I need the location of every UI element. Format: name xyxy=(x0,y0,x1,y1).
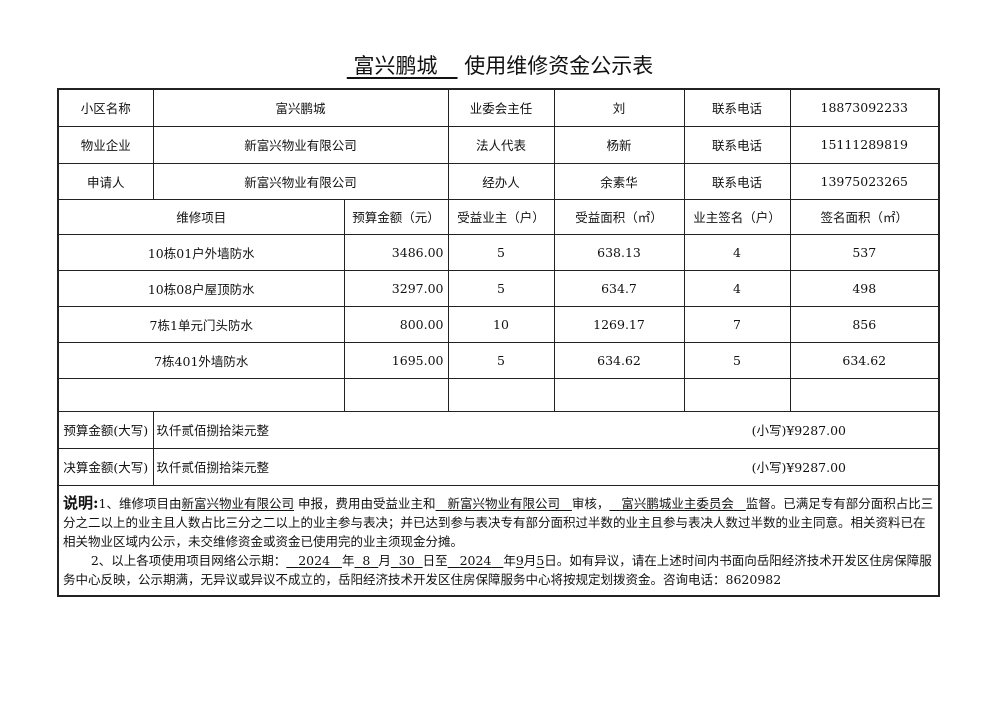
column-header: 维修项目 xyxy=(57,198,345,235)
item: 7栋401外墙防水 xyxy=(57,341,345,379)
budget: 800.00 xyxy=(343,305,449,343)
phone: 15111289819 xyxy=(789,125,940,164)
table-row: 10栋08户屋顶防水 3297.00 5 634.7 4 498 xyxy=(57,269,940,307)
note-text: 日至 xyxy=(422,552,448,568)
note-fill: 8 xyxy=(362,552,371,568)
cell: 5 xyxy=(447,269,555,307)
cell: 5 xyxy=(683,341,791,379)
cell: 638.13 xyxy=(553,233,685,271)
label: 申请人 xyxy=(57,162,154,200)
empty-row xyxy=(57,377,940,412)
note-text: 年 xyxy=(341,552,355,568)
note-text: 申报，费用由受益业主和 xyxy=(298,495,436,511)
value: 新富兴物业有限公司 xyxy=(152,125,449,164)
cell: 5 xyxy=(447,233,555,271)
cell: 7 xyxy=(683,305,791,343)
note-fill: 2024 xyxy=(298,552,331,568)
note-text: 月 xyxy=(523,552,537,568)
note-text: 2、以上各项使用项目网络公示期： xyxy=(90,552,287,568)
budget-row: 预算金额(大写) 玖仟贰佰捌拾柒元整 (小写)¥9287.00 xyxy=(57,410,940,449)
label: 物业企业 xyxy=(57,125,154,164)
cell: 634.62 xyxy=(789,341,940,379)
note-fill: 富兴鹏城业主委员会 xyxy=(621,495,734,511)
value: 杨新 xyxy=(553,125,685,164)
title-suffix: 使用维修资金公示表 xyxy=(464,54,654,78)
cell: 498 xyxy=(789,269,940,307)
table-row: 7栋1单元门头防水 800.00 10 1269.17 7 856 xyxy=(57,305,940,343)
value: 刘 xyxy=(553,88,685,127)
page-title: 富兴鹏城 使用维修资金公示表 xyxy=(0,50,1000,80)
notes-row: 说明:1、维修项目由新富兴物业有限公司 申报，费用由受益业主和 新富兴物业有限公… xyxy=(57,484,940,596)
label: 业委会主任 xyxy=(447,88,555,127)
cell: 537 xyxy=(789,233,940,271)
budget-upper: 玖仟贰佰捌拾柒元整 xyxy=(156,423,270,438)
label: 小区名称 xyxy=(57,88,154,127)
final-row: 决算金额(大写) 玖仟贰佰捌拾柒元整 (小写)¥9287.00 xyxy=(57,447,940,486)
info-row: 物业企业 新富兴物业有限公司 法人代表 杨新 联系电话 15111289819 xyxy=(57,125,940,164)
cell: 4 xyxy=(683,233,791,271)
column-header: 预算金额（元） xyxy=(343,198,449,235)
label: 联系电话 xyxy=(683,88,791,127)
column-header: 签名面积（㎡） xyxy=(789,198,940,235)
budget: 3297.00 xyxy=(343,269,449,307)
budget-label: 预算金额(大写) xyxy=(57,410,154,449)
note-text: 审核， xyxy=(571,495,610,511)
cell: 856 xyxy=(789,305,940,343)
note-fill: 9 xyxy=(515,552,524,568)
info-row: 申请人 新富兴物业有限公司 经办人 余素华 联系电话 13975023265 xyxy=(57,162,940,200)
note-text: 月 xyxy=(378,552,391,568)
final-upper: 玖仟贰佰捌拾柒元整 xyxy=(156,460,270,475)
label: 经办人 xyxy=(447,162,555,200)
note-fill: 新富兴物业有限公司 xyxy=(181,495,295,511)
column-header: 受益业主（户） xyxy=(447,198,555,235)
label: 法人代表 xyxy=(447,125,555,164)
note-fill: 新富兴物业有限公司 xyxy=(447,495,560,511)
table-row: 7栋401外墙防水 1695.00 5 634.62 5 634.62 xyxy=(57,341,940,379)
column-header: 业主签名（户） xyxy=(683,198,791,235)
label: 联系电话 xyxy=(683,162,791,200)
budget-lower: (小写)¥9287.00 xyxy=(751,423,846,438)
phone: 13975023265 xyxy=(789,162,940,200)
cell: 4 xyxy=(683,269,791,307)
note-fill: 2024 xyxy=(459,552,492,568)
table-row: 10栋01户外墙防水 3486.00 5 638.13 4 537 xyxy=(57,233,940,271)
value: 富兴鹏城 xyxy=(152,88,449,127)
note-text: 1、维修项目由 xyxy=(98,495,182,511)
cell: 5 xyxy=(447,341,555,379)
label: 联系电话 xyxy=(683,125,791,164)
notes-lead: 说明: xyxy=(63,493,99,512)
budget: 3486.00 xyxy=(343,233,449,271)
community-name: 富兴鹏城 xyxy=(353,54,438,78)
cell: 634.62 xyxy=(553,341,685,379)
note-fill: 5 xyxy=(536,552,545,568)
budget: 1695.00 xyxy=(343,341,449,379)
column-header: 受益面积（㎡） xyxy=(553,198,685,235)
item: 10栋01户外墙防水 xyxy=(57,233,345,271)
cell: 1269.17 xyxy=(553,305,685,343)
note-fill: 30 xyxy=(398,552,415,568)
cell: 10 xyxy=(447,305,555,343)
disclosure-table: 小区名称 富兴鹏城 业委会主任 刘 联系电话 18873092233 物业企业 … xyxy=(57,88,940,597)
info-row: 小区名称 富兴鹏城 业委会主任 刘 联系电话 18873092233 xyxy=(57,88,940,127)
note-text: 年 xyxy=(503,552,516,568)
value: 新富兴物业有限公司 xyxy=(152,162,449,200)
cell: 634.7 xyxy=(553,269,685,307)
final-label: 决算金额(大写) xyxy=(57,447,154,486)
note-text: 监督。已满足专有部分面积占比三分之二以上的业主且人数占比三分之二以上的业主参与表… xyxy=(63,495,934,549)
phone: 18873092233 xyxy=(789,88,940,127)
item: 10栋08户屋顶防水 xyxy=(57,269,345,307)
note-text: 日。如有异议，请在上述时间内书面向岳阳经济技术开发区住房保障服务中心反映，公示期… xyxy=(63,552,932,587)
value: 余素华 xyxy=(553,162,685,200)
final-lower: (小写)¥9287.00 xyxy=(751,460,846,475)
item: 7栋1单元门头防水 xyxy=(57,305,345,343)
header-row: 维修项目 预算金额（元） 受益业主（户） 受益面积（㎡） 业主签名（户） 签名面积（㎡） xyxy=(57,198,940,235)
